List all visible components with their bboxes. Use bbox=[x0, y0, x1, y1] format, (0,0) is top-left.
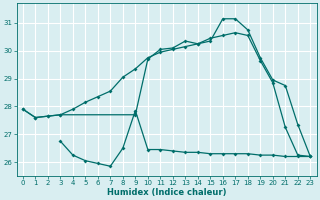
X-axis label: Humidex (Indice chaleur): Humidex (Indice chaleur) bbox=[107, 188, 226, 197]
